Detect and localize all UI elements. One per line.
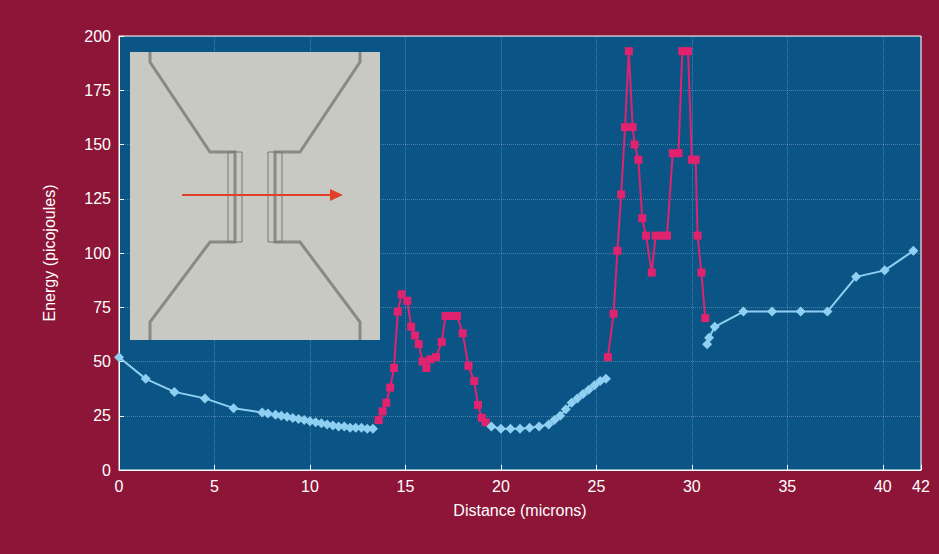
- svg-text:25: 25: [587, 478, 605, 495]
- svg-text:42: 42: [912, 478, 930, 495]
- svg-text:Distance (microns): Distance (microns): [453, 502, 586, 519]
- svg-text:0: 0: [115, 478, 124, 495]
- svg-text:100: 100: [84, 245, 111, 262]
- svg-text:200: 200: [84, 28, 111, 45]
- svg-text:20: 20: [492, 478, 510, 495]
- svg-text:30: 30: [683, 478, 701, 495]
- svg-text:Energy (picojoules): Energy (picojoules): [41, 185, 58, 322]
- svg-text:10: 10: [301, 478, 319, 495]
- svg-text:125: 125: [84, 190, 111, 207]
- svg-text:50: 50: [93, 353, 111, 370]
- svg-text:175: 175: [84, 82, 111, 99]
- svg-text:40: 40: [874, 478, 892, 495]
- svg-text:25: 25: [93, 407, 111, 424]
- svg-text:0: 0: [102, 462, 111, 479]
- svg-text:35: 35: [778, 478, 796, 495]
- svg-text:15: 15: [397, 478, 415, 495]
- svg-text:150: 150: [84, 136, 111, 153]
- svg-text:75: 75: [93, 299, 111, 316]
- svg-text:5: 5: [210, 478, 219, 495]
